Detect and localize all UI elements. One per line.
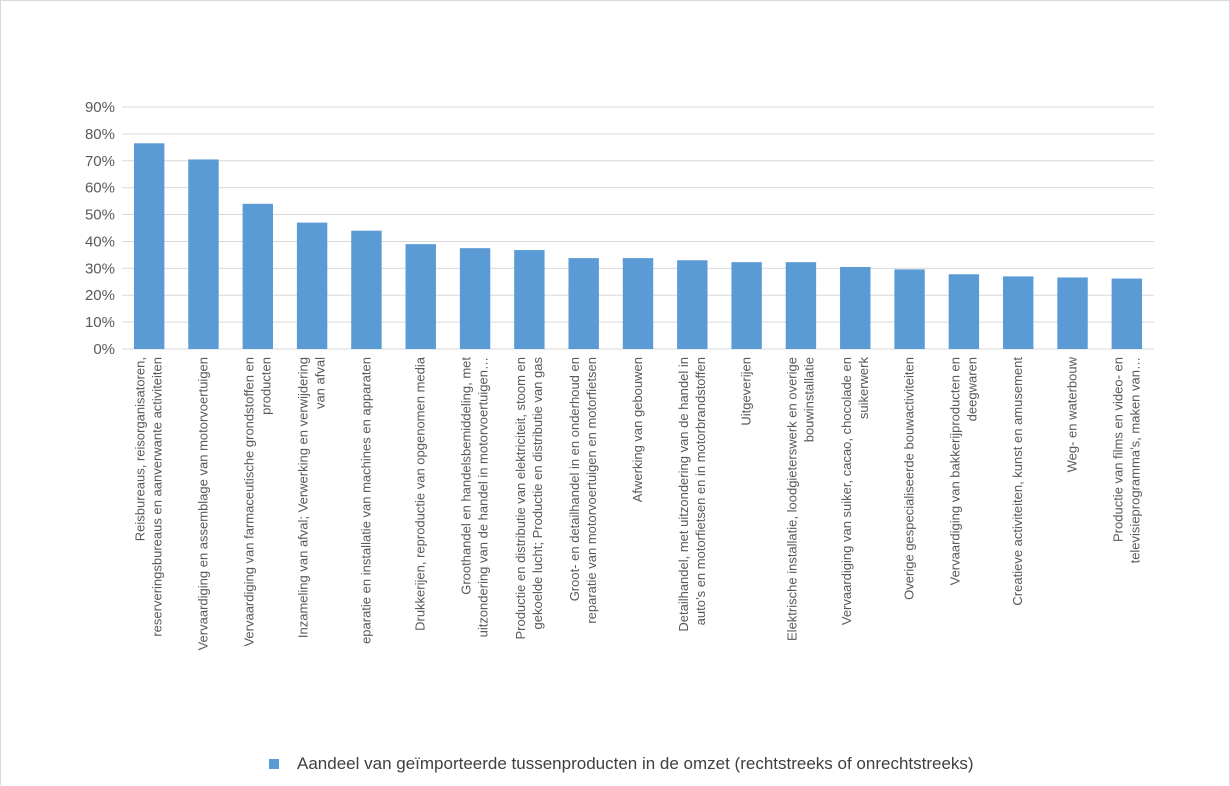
bar [188, 159, 219, 349]
x-tick-label: Productie van films en video- en [1110, 357, 1125, 542]
bar [622, 258, 654, 349]
x-tick-label: producten [258, 357, 273, 415]
x-tick-label: Drukkerijen, reproductie van opgenomen m… [413, 356, 428, 631]
y-tick-label: 90% [85, 99, 115, 116]
x-tick-label: televisieprogramma’s, maken van… [1127, 357, 1142, 563]
x-tick-label: uitzondering van de handel in motorvoert… [476, 357, 491, 637]
y-tick-label: 80% [85, 126, 115, 143]
bar [840, 266, 871, 349]
x-tick-label: deegwaren [964, 357, 979, 421]
bar [242, 203, 273, 349]
y-tick-label: 0% [93, 341, 115, 358]
x-tick-label: bouwinstallatie [801, 357, 816, 442]
y-tick-label: 60% [85, 180, 115, 197]
gridlines [122, 106, 1154, 350]
bar [1057, 277, 1088, 349]
x-tick-label: Weg- en waterbouw [1065, 356, 1080, 472]
bar [731, 262, 762, 349]
bar [677, 260, 708, 349]
x-tick-label: van afval [313, 357, 328, 409]
bar [948, 274, 980, 349]
bar [405, 244, 436, 349]
bar [296, 222, 328, 349]
x-tick-label: Afwerking van gebouwen [630, 357, 645, 502]
bar [514, 250, 545, 349]
bar [133, 143, 165, 349]
y-tick-label: 70% [85, 153, 115, 170]
x-tick-label: auto’s en motorfietsen en in motorbrands… [693, 357, 708, 625]
bar [1003, 276, 1034, 349]
x-tick-label: Elektrische installatie, loodgieterswerk… [784, 357, 799, 641]
bar [568, 258, 599, 349]
y-tick-label: 20% [85, 287, 115, 304]
x-tick-label: eparatie en installatie van machines en … [358, 357, 373, 644]
x-tick-label: Creatieve activiteiten, kunst en amuseme… [1010, 357, 1025, 606]
y-axis-tick-labels: 0% 10% 20% 30% 40% 50% 60% 70% 80% 90% [85, 99, 115, 358]
legend-swatch [269, 759, 279, 769]
x-tick-label: gekoelde lucht; Productie en distributie… [530, 357, 545, 630]
y-tick-label: 30% [85, 260, 115, 277]
x-tick-label: Uitgeverijen [739, 357, 754, 426]
x-axis-tick-labels: Reisbureaus, reisorganisatoren, reserveri… [133, 356, 1143, 650]
x-tick-label: Vervaardiging van bakkerijproducten en [947, 357, 962, 585]
legend-label: Aandeel van geïmporteerde tussenproducte… [297, 754, 974, 773]
x-tick-label: Inzameling van afval; Verwerking en verw… [296, 357, 311, 638]
legend: Aandeel van geïmporteerde tussenproducte… [269, 753, 974, 775]
x-tick-label: suikerwerk [856, 357, 871, 420]
x-tick-label: Productie en distributie van elektricite… [513, 357, 528, 640]
x-tick-label: reparatie van motorvoertuigen en motorfi… [584, 357, 599, 624]
x-tick-label: Vervaardiging van farmaceutische grondst… [241, 357, 256, 647]
bar [351, 230, 382, 349]
x-tick-label: Vervaardiging en assemblage van motorvoe… [195, 357, 210, 650]
x-tick-label: Reisbureaus, reisorganisatoren, [133, 357, 148, 541]
x-tick-label: Groot- en detailhandel in en onderhoud e… [567, 357, 582, 601]
y-tick-label: 10% [85, 314, 115, 331]
x-tick-label: Detailhandel, met uitzondering van de ha… [676, 357, 691, 632]
y-tick-label: 40% [85, 233, 115, 250]
bar [785, 262, 817, 349]
bar [459, 248, 491, 349]
bars [133, 143, 1143, 349]
x-tick-label: Groothandel en handelsbemiddeling, met [459, 357, 474, 595]
bar [894, 269, 925, 349]
y-tick-label: 50% [85, 207, 115, 224]
x-tick-label: reserveringsbureaus en aanverwante activ… [150, 357, 165, 637]
bar [1111, 278, 1143, 349]
x-tick-label: Overige gespecialiseerde bouwactiviteite… [902, 357, 917, 600]
x-tick-label: Vervaardiging van suiker, cacao, chocola… [839, 357, 854, 625]
